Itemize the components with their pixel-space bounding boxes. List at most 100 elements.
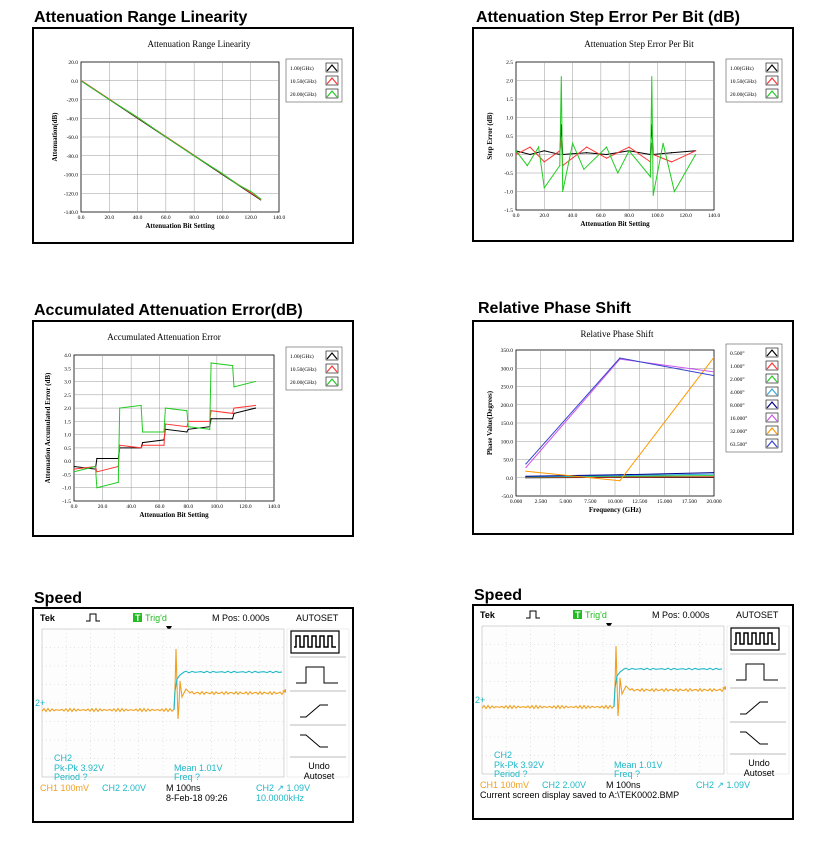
undo-label: Undo — [748, 758, 770, 768]
data-point — [81, 80, 82, 82]
legend-box — [725, 343, 783, 453]
ch1-right-marker — [282, 689, 286, 693]
x-tick-label: 12.500 — [632, 499, 647, 505]
data-point — [96, 471, 98, 473]
autoset-label: AUTOSET — [736, 610, 779, 620]
data-point — [525, 463, 527, 465]
data-point — [695, 150, 697, 152]
y-tick-label: -1.5 — [62, 499, 71, 505]
falling-edge-icon — [740, 731, 768, 745]
data-point — [560, 139, 562, 141]
legend-swatch-box — [765, 412, 779, 423]
trigger-status: Trig'd — [145, 613, 167, 623]
x-tick-label: 100.0 — [651, 213, 664, 219]
data-point — [713, 371, 714, 373]
x-tick-label: 20.0 — [539, 213, 549, 219]
trigger-position-marker — [606, 623, 612, 628]
panel-step-error: Attenuation Step Error Per Bit 0.0 20.0 40.… — [472, 27, 794, 242]
data-point — [233, 386, 235, 388]
data-point — [74, 465, 75, 468]
falling-edge-icon — [300, 734, 328, 748]
legend-swatch-box — [325, 350, 339, 361]
chart-title: Attenuation Range Linearity — [148, 39, 251, 49]
data-point — [186, 431, 188, 433]
trigger-setting: CH2 ↗ 1.09V — [256, 783, 310, 793]
y-tick-label: 0.0 — [506, 476, 513, 482]
data-point — [586, 152, 588, 154]
series-line-2 — [516, 76, 697, 196]
title-phase: Relative Phase Shift — [478, 300, 631, 317]
meas-channel: CH2 — [494, 750, 512, 760]
data-point — [662, 142, 664, 144]
x-tick-label: 80.0 — [183, 504, 193, 510]
data-point — [713, 474, 714, 477]
data-point — [221, 172, 224, 175]
y-tick-label: 1.5 — [506, 97, 513, 103]
meas-freq: Freq ? — [614, 769, 640, 779]
data-point — [74, 471, 75, 473]
data-point — [628, 146, 630, 148]
x-tick-label: 120.0 — [239, 504, 252, 510]
y-tick-label: 350.0 — [501, 348, 514, 354]
data-point — [713, 473, 714, 475]
legend-swatch-box — [765, 438, 779, 449]
legend-swatch-box — [765, 75, 779, 86]
y-axis-label: Step Error (dB) — [486, 112, 494, 160]
data-point — [233, 407, 235, 409]
x-tick-label: 20.0 — [98, 504, 108, 510]
data-point — [231, 365, 234, 367]
data-point — [231, 418, 234, 420]
x-tick-label: 0.0 — [71, 504, 78, 510]
y-tick-label: -20.0 — [67, 98, 79, 104]
meas-pkpk: Pk-Pk 3.92V — [54, 763, 104, 773]
y-tick-label: -120.0 — [64, 191, 78, 197]
data-point — [163, 444, 165, 446]
panel-accumulated: Accumulated Attenuation Error 0.0 20.0 40.0… — [32, 320, 354, 537]
legend-swatch-box — [325, 88, 339, 99]
legend-swatch-box — [765, 425, 779, 436]
date-time: 8-Feb-18 09:26 — [166, 793, 228, 803]
data-point — [141, 431, 144, 433]
waveform-ch1 — [481, 645, 725, 717]
legend-swatch — [766, 64, 778, 72]
y-tick-label: 0.0 — [64, 459, 71, 465]
trigger-type-icon — [526, 610, 540, 619]
legend-swatch-box — [325, 62, 339, 73]
timebase: M 100ns — [166, 783, 201, 793]
data-point — [713, 476, 714, 478]
trigger-position-marker — [166, 626, 172, 631]
y-tick-label: 4.0 — [64, 353, 71, 359]
data-point — [233, 412, 235, 414]
mpos-readout: M Pos: 0.000s — [652, 610, 710, 620]
data-point — [617, 172, 619, 174]
legend-swatch-box — [765, 88, 779, 99]
y-tick-label: 50.0 — [503, 458, 513, 464]
ch2-scale: CH2 2.00V — [542, 780, 586, 790]
y-tick-label: 20.0 — [68, 60, 78, 66]
legend-label: 1.000° — [730, 363, 745, 370]
data-point — [141, 442, 144, 444]
scope-brand: Tek — [40, 613, 56, 623]
x-tick-label: 140.0 — [273, 215, 286, 221]
trigger-badge — [573, 610, 582, 619]
x-tick-label: 60.0 — [596, 213, 606, 219]
data-point — [165, 136, 167, 138]
waveform-ch2 — [173, 670, 283, 711]
y-tick-label: -1.0 — [504, 190, 513, 196]
y-tick-label: 1.5 — [64, 419, 71, 425]
trigger-badge-label: T — [575, 610, 581, 620]
legend-swatch — [326, 365, 338, 373]
data-point — [651, 142, 653, 144]
y-tick-label: 2.5 — [506, 60, 513, 66]
legend-swatch — [766, 440, 778, 448]
legend-swatch — [766, 388, 778, 396]
legend-label: 0.500° — [730, 350, 745, 357]
data-point — [136, 116, 139, 118]
legend-swatch — [766, 90, 778, 98]
legend-swatch-box — [325, 75, 339, 86]
legend-label: 16.000° — [730, 415, 747, 422]
data-point — [186, 426, 188, 428]
y-tick-label: 300.0 — [501, 366, 514, 372]
x-tick-label: 40.0 — [133, 215, 143, 221]
data-point — [713, 356, 714, 358]
